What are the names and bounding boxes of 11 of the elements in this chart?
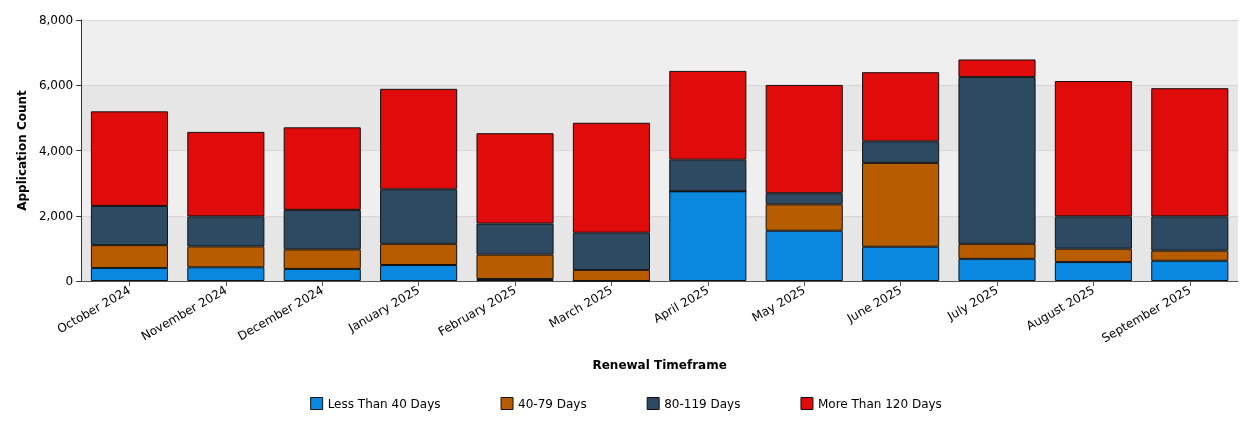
- y-tick-label: 2,000: [38, 208, 74, 223]
- y-axis-title: Application Count: [15, 89, 29, 211]
- legend-label: Less Than 40 Days: [327, 396, 441, 411]
- y-tick-label: 4,000: [38, 143, 74, 158]
- legend-label: 40-79 Days: [518, 396, 587, 411]
- y-tick-label: 6,000: [38, 78, 74, 93]
- x-axis-title: Renewal Timeframe: [592, 358, 727, 372]
- legend-label: 80-119 Days: [664, 396, 741, 411]
- y-tick-label: 8,000: [38, 13, 74, 27]
- legend-label: More Than 120 Days: [817, 396, 942, 411]
- y-tick-label: 0: [65, 274, 74, 288]
